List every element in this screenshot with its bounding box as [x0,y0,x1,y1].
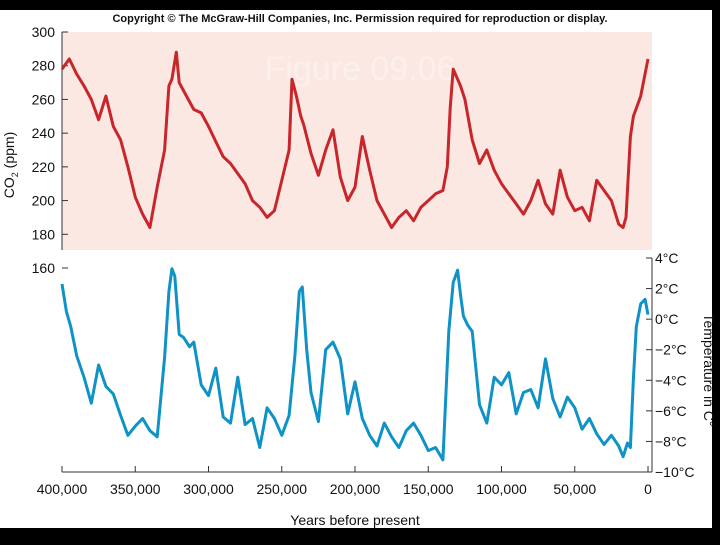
x-tick-label: 150,000 [403,481,454,497]
x-tick-label: 250,000 [256,481,307,497]
x-axis-ticks: 400,000 350,000 300,000 250,000 200,000 150,0… [37,466,652,497]
co2-tick-label: 240 [32,125,56,141]
temperature-tick-label: −6°C [655,403,687,419]
co2-axis-title-sub: 2 [10,172,20,177]
slide-title: Figure 09.06 [265,50,456,88]
copyright-notice: Copyright © The McGraw-Hill Companies, I… [112,13,607,25]
co2-tick-label: 220 [32,159,56,175]
temperature-axis-ticks: 4°C 2°C 0°C −2°C −4°C −6°C −8°C −10°C [646,250,694,480]
co2-tick-label: 200 [32,193,56,209]
x-tick-label: 300,000 [183,481,234,497]
x-tick-label: 350,000 [110,481,161,497]
temperature-tick-label: 2°C [655,281,679,297]
co2-axis-title-unit: (ppm) [1,132,17,172]
temperature-tick-label: −2°C [655,342,687,358]
temperature-tick-label: −10°C [655,464,694,480]
x-tick-label: 50,000 [553,481,596,497]
series-group [60,50,650,462]
co2-tick-label: 160 [32,260,56,276]
x-tick-label: 0 [644,481,652,497]
co2-series-line [60,50,650,229]
co2-axis-title: CO2 (ppm) [1,132,20,198]
x-tick-label: 400,000 [37,481,88,497]
temperature-axis-title: Temperature in C° [701,314,717,427]
co2-axis-ticks: 300 280 260 240 220 200 180 160 [32,24,68,276]
temperature-series-line [60,267,650,462]
temperature-tick-label: −4°C [655,372,687,388]
x-axis-title: Years before present [290,512,420,528]
co2-tick-label: 180 [32,226,56,242]
temperature-tick-label: −8°C [655,433,687,449]
temperature-tick-label: 0°C [655,311,679,327]
co2-axis-title-main: CO [1,177,17,198]
co2-tick-label: 280 [32,58,56,74]
x-tick-label: 200,000 [330,481,381,497]
co2-tick-label: 300 [32,24,56,40]
temperature-tick-label: 4°C [655,250,679,266]
co2-tick-label: 260 [32,91,56,107]
x-tick-label: 100,000 [476,481,527,497]
